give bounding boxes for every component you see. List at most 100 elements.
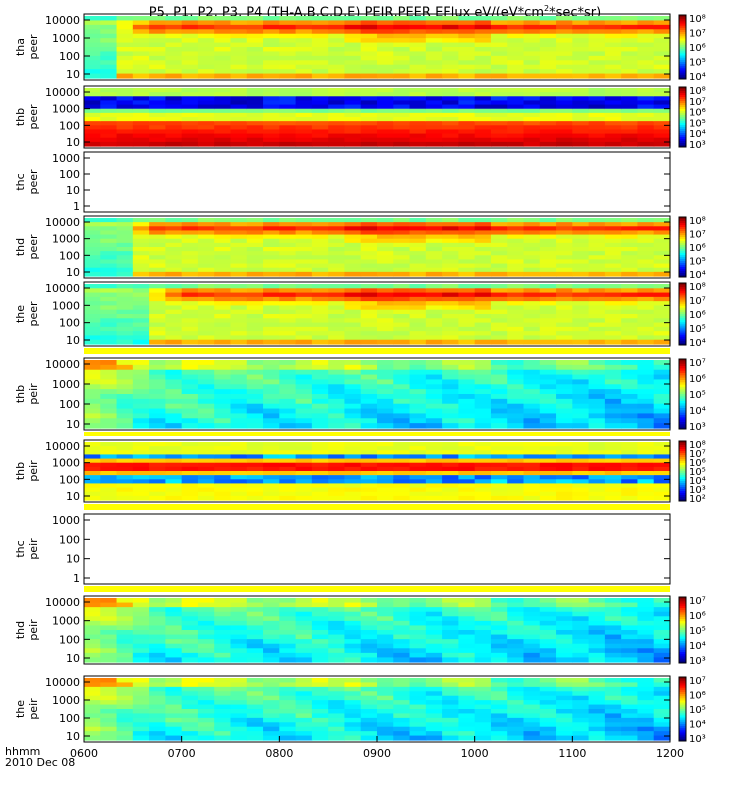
heatmap-cell (311, 20, 329, 26)
heatmap-cell (572, 691, 590, 697)
heatmap-cell (84, 284, 101, 289)
heatmap-cell (637, 454, 655, 460)
heatmap-cell (572, 652, 590, 659)
colorbar-step (679, 334, 686, 338)
heatmap-cell (507, 339, 525, 345)
heatmap-cell (393, 318, 411, 324)
heatmap-cell (653, 722, 671, 728)
heatmap-cell (344, 374, 362, 381)
heatmap-cell (149, 479, 166, 485)
heatmap-cell (425, 16, 443, 22)
heatmap-cell (523, 630, 541, 636)
heatmap-cell (246, 51, 264, 57)
heatmap-cell (572, 695, 590, 701)
heatmap-cell (458, 487, 476, 493)
heatmap-cell (539, 117, 557, 122)
heatmap-cell (132, 112, 150, 118)
heatmap-cell (442, 104, 459, 110)
heatmap-cell (100, 379, 118, 385)
heatmap-cell (621, 20, 639, 26)
heatmap-cell (197, 263, 215, 269)
heatmap-cell (214, 238, 232, 244)
heatmap-cell (458, 466, 476, 472)
heatmap-cell (181, 379, 199, 385)
heatmap-cell (377, 129, 394, 135)
heatmap-cell (442, 384, 459, 390)
heatmap-cell (425, 309, 443, 315)
heatmap-cell (165, 625, 183, 631)
heatmap-cell (149, 643, 166, 649)
heatmap-cell (637, 296, 655, 302)
heatmap-cell (116, 38, 134, 44)
heatmap-cell (344, 471, 362, 476)
heatmap-cell (181, 364, 199, 371)
heatmap-cell (507, 288, 525, 294)
colorbar-step (679, 44, 686, 48)
heatmap-cell (360, 691, 378, 697)
heatmap-cell (393, 238, 411, 244)
heatmap-cell (604, 652, 622, 659)
heatmap-cell (100, 462, 118, 468)
heatmap-cell (246, 616, 264, 622)
heatmap-cell (328, 288, 346, 294)
heatmap-cell (295, 466, 313, 472)
heatmap-cell (132, 722, 150, 728)
heatmap-cell (84, 475, 101, 480)
heatmap-cell (425, 700, 443, 706)
heatmap-cell (588, 408, 606, 415)
heatmap-cell (458, 634, 476, 640)
heatmap-cell (246, 309, 264, 315)
colorbar-label: 10⁵ (689, 58, 706, 69)
heatmap-cell (360, 326, 378, 332)
heatmap-cell (279, 491, 297, 497)
heatmap-cell (621, 722, 639, 728)
heatmap-cell (458, 607, 476, 613)
heatmap-cell (132, 495, 150, 501)
heatmap-cell (279, 226, 297, 232)
heatmap-cell (490, 51, 508, 57)
heatmap-cell (507, 234, 525, 240)
heatmap-cell (360, 462, 378, 468)
heatmap-cell (572, 709, 590, 715)
time-format-label: hhmm (5, 745, 41, 758)
heatmap-cell (132, 96, 150, 102)
heatmap-cell (377, 271, 394, 277)
ytick-label: 10 (66, 490, 80, 503)
heatmap-cell (360, 88, 378, 93)
heatmap-cell (84, 339, 101, 345)
heatmap-cell (263, 29, 280, 35)
heatmap-cell (507, 408, 525, 415)
heatmap-cell (344, 398, 362, 405)
heatmap-cell (588, 639, 606, 645)
heatmap-cell (311, 108, 329, 114)
heatmap-cell (653, 309, 671, 315)
heatmap-cell (132, 446, 150, 451)
heatmap-cell (100, 491, 118, 497)
heatmap-cell (474, 96, 492, 102)
heatmap-cell (409, 602, 427, 608)
colorbar-label: 10⁶ (689, 458, 706, 469)
heatmap-cell (344, 133, 362, 139)
heatmap-cell (588, 630, 606, 636)
heatmap-cell (328, 331, 346, 337)
ytick-label: 10000 (45, 14, 80, 27)
heatmap-cell (393, 634, 411, 640)
heatmap-cell (377, 384, 394, 390)
heatmap-cell (637, 133, 655, 139)
heatmap-cell (653, 292, 671, 298)
heatmap-cell (100, 33, 118, 39)
colorbar-label: 10⁸ (689, 86, 706, 97)
heatmap-cell (425, 92, 443, 97)
heatmap-cell (604, 620, 622, 627)
heatmap-cell (84, 384, 101, 390)
heatmap-cell (84, 38, 101, 44)
heatmap-cell (246, 602, 264, 608)
heatmap-cell (360, 234, 378, 240)
heatmap-cell (425, 238, 443, 244)
heatmap-cell (230, 648, 248, 654)
heatmap-cell (523, 394, 541, 400)
heatmap-cell (442, 413, 459, 419)
heatmap-cell (279, 616, 297, 622)
heatmap-cell (490, 394, 508, 400)
heatmap-cell (442, 24, 459, 30)
